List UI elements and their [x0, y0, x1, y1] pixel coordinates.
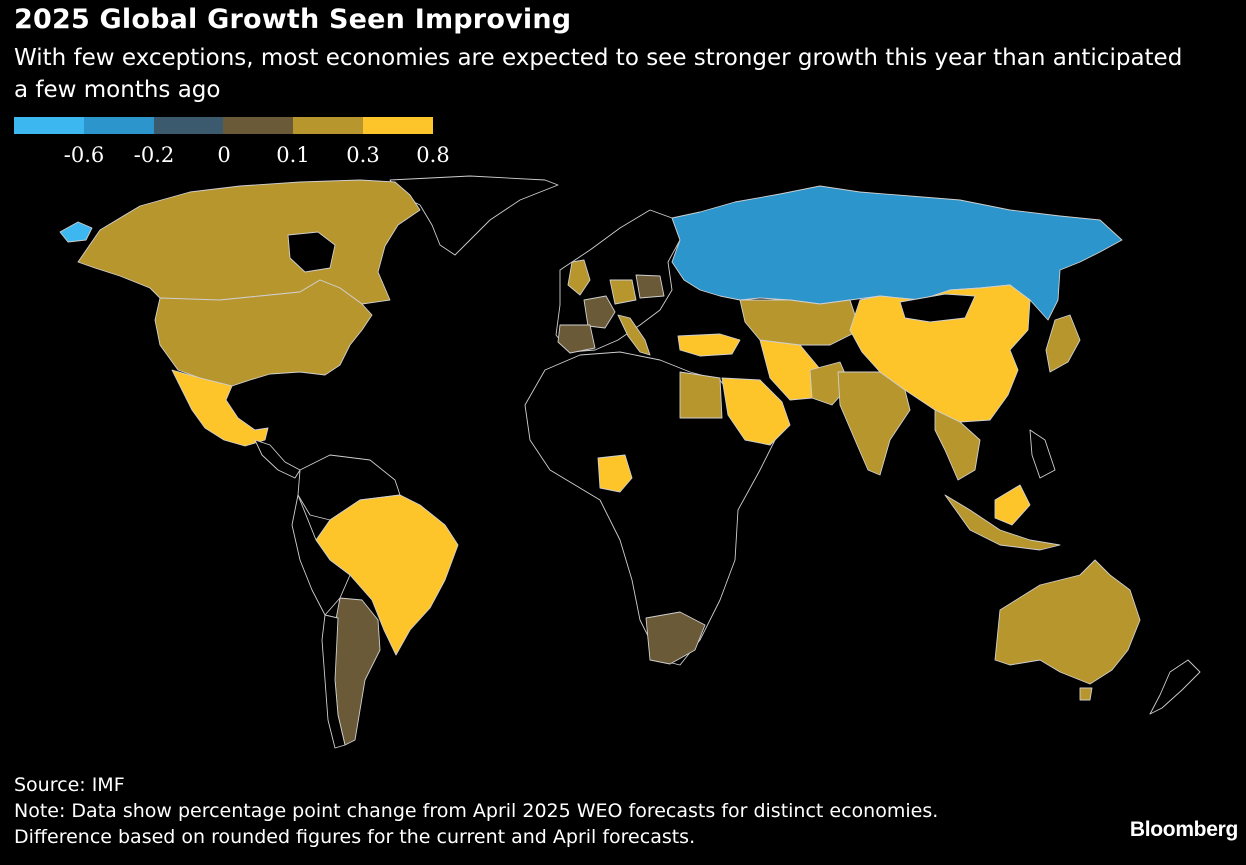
- region-nigeria: [597, 454, 633, 493]
- world-map: [59, 175, 1201, 749]
- region-russia: [671, 185, 1123, 321]
- region-canada: [77, 179, 421, 305]
- region-australia: [994, 559, 1141, 685]
- region-saudi-arabia: [721, 377, 791, 446]
- chart-title: 2025 Global Growth Seen Improving: [14, 4, 572, 35]
- legend-swatch-4: [223, 117, 294, 134]
- region-philippines: [1029, 429, 1056, 479]
- legend-swatch-2: [83, 117, 154, 134]
- legend-tick: 0.8: [416, 143, 450, 167]
- legend-ticks: -0.6 -0.2 0 0.1 0.3 0.8: [14, 143, 474, 173]
- legend-swatch-6: [362, 117, 433, 134]
- footnote: Note: Data show percentage point change …: [14, 800, 939, 848]
- region-central-america: [254, 439, 301, 479]
- region-andes: [291, 494, 351, 616]
- legend-swatch-1: [14, 117, 84, 134]
- region-india: [837, 371, 911, 476]
- region-egypt: [679, 371, 723, 419]
- legend-tick: -0.6: [63, 143, 105, 167]
- region-poland: [635, 274, 665, 299]
- region-greenland: [389, 175, 559, 256]
- region-italy: [617, 314, 651, 356]
- region-mongolia: [899, 293, 976, 323]
- region-borneo: [994, 484, 1031, 526]
- region-africa: [524, 351, 781, 666]
- region-chile: [321, 614, 346, 749]
- legend-swatches: [14, 117, 433, 134]
- legend-swatch-5: [293, 117, 363, 134]
- legend: -0.6 -0.2 0 0.1 0.3 0.8: [14, 117, 450, 167]
- region-tasmania: [1079, 687, 1093, 701]
- region-greenland-west: [59, 221, 93, 243]
- region-central-asia: [739, 299, 861, 346]
- legend-tick: 0: [217, 143, 231, 167]
- legend-tick: 0.3: [346, 143, 380, 167]
- region-mexico: [171, 369, 269, 447]
- region-japan: [1045, 314, 1081, 373]
- legend-swatch-3: [153, 117, 224, 134]
- bloomberg-logo: Bloomberg: [1129, 818, 1238, 841]
- region-china: [849, 284, 1031, 423]
- region-usa: [154, 279, 373, 387]
- region-new-zealand: [1149, 659, 1201, 715]
- legend-tick: 0.1: [276, 143, 310, 167]
- source-note: Source: IMF: [14, 774, 125, 796]
- region-uk: [567, 259, 591, 296]
- region-indonesia: [944, 494, 1061, 551]
- region-hudson-bay: [287, 231, 336, 273]
- region-spain: [557, 324, 596, 354]
- region-france: [583, 295, 616, 329]
- region-southeast-asia: [934, 409, 981, 481]
- chart-subtitle: With few exceptions, most economies are …: [14, 45, 1183, 103]
- region-south-africa: [645, 611, 706, 665]
- legend-tick: -0.2: [133, 143, 175, 167]
- region-germany: [609, 279, 637, 305]
- region-turkey: [677, 333, 741, 357]
